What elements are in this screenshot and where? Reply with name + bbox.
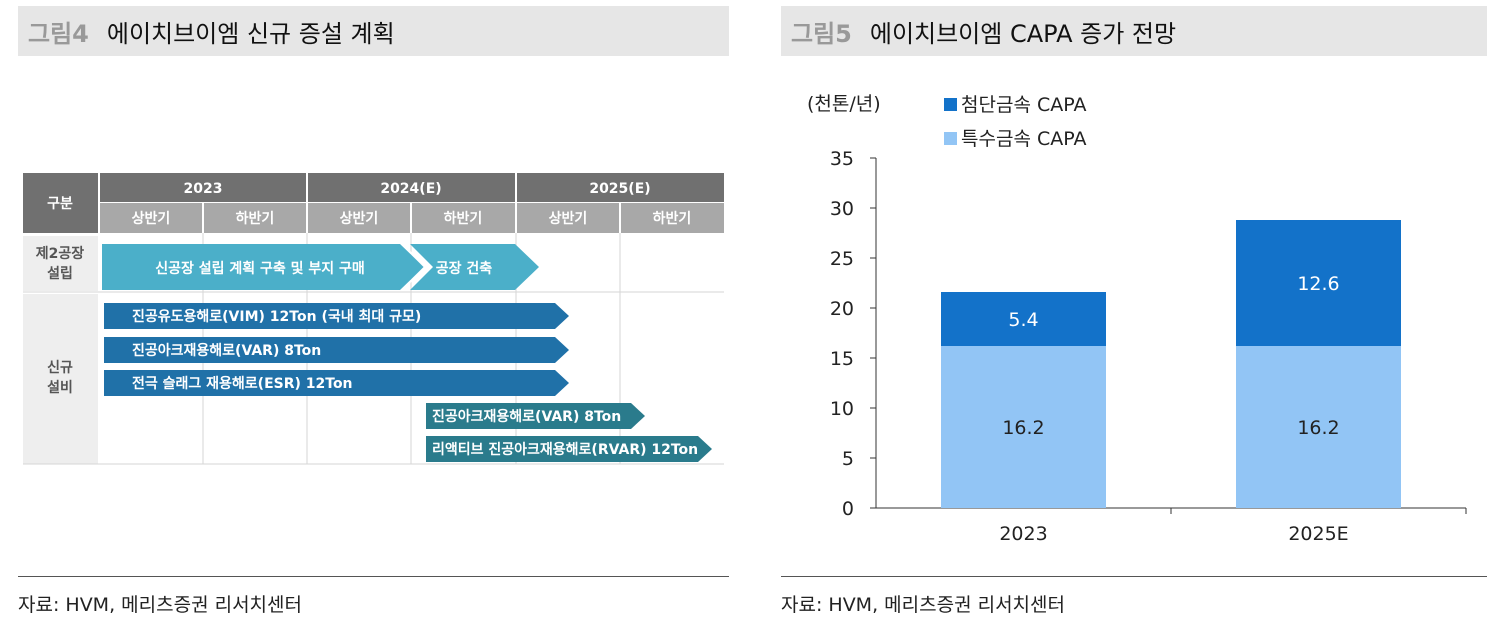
equipment-arrow-var-2025-label: 진공아크재용해로(VAR) 8Ton: [432, 408, 621, 425]
left-figure-label: 그림4: [28, 19, 89, 48]
left-source-rule: [18, 576, 729, 577]
half-2025-h2: 하반기: [653, 210, 692, 227]
equipment-arrow-rvar: [426, 436, 712, 462]
left-title: 에이치브이엠 신규 증설 계획: [106, 19, 395, 48]
category-header: 구분: [47, 196, 73, 212]
year-header-row: [100, 173, 724, 202]
left-title-bar: 그림4 에이치브이엠 신규 증설 계획: [18, 6, 729, 56]
expansion-plan-table: 구분 2023 2024(E) 2025(E) 상반기 하반기 상반기 하반기 …: [23, 173, 724, 465]
year-2023: 2023: [184, 181, 223, 197]
equipment-arrow-var-2024: [104, 337, 569, 363]
right-title-bar: 그림5 에이치브이엠 CAPA 증가 전망: [781, 6, 1487, 56]
legend-label: 첨단금속 CAPA: [961, 94, 1086, 116]
data-label: 16.2: [1297, 417, 1339, 439]
plant-arrow-planning: [102, 244, 424, 290]
category-header-cell: [23, 173, 98, 233]
half-2025-h1: 상반기: [549, 210, 588, 227]
half-2024-h1: 상반기: [340, 210, 379, 227]
bar-segment: [1236, 346, 1401, 508]
data-label: 5.4: [1008, 309, 1038, 331]
y-tick-label: 10: [830, 398, 854, 420]
equipment-row-label: 신규 설비: [47, 360, 73, 396]
legend-swatch: [944, 98, 957, 111]
equipment-arrow-var-2025: [426, 403, 645, 429]
bar-segment: [941, 346, 1106, 508]
plant-arrow-planning-label: 신공장 설립 계획 구축 및 부지 구매: [155, 260, 365, 277]
right-source: 자료: HVM, 메리츠증권 리서치센터: [781, 594, 1065, 616]
equipment-arrow-esr: [104, 370, 569, 396]
year-2025e: 2025(E): [589, 181, 650, 197]
right-source-rule: [781, 576, 1487, 577]
data-label: 12.6: [1297, 273, 1339, 295]
year-2024e: 2024(E): [380, 181, 441, 197]
right-panel: 그림5 에이치브이엠 CAPA 증가 전망 (천톤/년) 첨단금속 CAPA 특수금…: [781, 6, 1487, 621]
x-tick-label: 2023: [999, 523, 1047, 545]
left-source: 자료: HVM, 메리츠증권 리서치센터: [18, 594, 302, 616]
plant-arrow-construction-label: 공장 건축: [436, 260, 493, 277]
y-tick-label: 30: [830, 198, 854, 220]
legend-label: 특수금속 CAPA: [961, 128, 1086, 150]
right-figure-label: 그림5: [791, 19, 852, 48]
y-tick-label: 25: [830, 248, 854, 270]
y-tick-label: 20: [830, 298, 854, 320]
legend-swatch: [944, 132, 957, 145]
bar-segment: [941, 292, 1106, 346]
equipment-row-label-cell: [23, 294, 98, 464]
capa-chart: (천톤/년) 첨단금속 CAPA 특수금속 CAPA 0 5 10 15 20 25 30 35 20…: [807, 93, 1467, 545]
plant-row-label: 제2공장 설립: [36, 245, 85, 282]
equipment-arrow-vim-label: 진공유도용해로(VIM) 12Ton (국내 최대 규모): [132, 308, 421, 325]
data-label: 16.2: [1002, 417, 1044, 439]
equipment-arrow-rvar-label: 리액티브 진공아크재용해로(RVAR) 12Ton: [432, 441, 698, 458]
half-2023-h2: 하반기: [236, 210, 275, 227]
half-2023-h1: 상반기: [132, 210, 171, 227]
equipment-arrow-var-2024-label: 진공아크재용해로(VAR) 8Ton: [132, 342, 321, 359]
bar-segment: [1236, 220, 1401, 346]
plant-row-label-cell: [23, 236, 98, 291]
left-panel: 그림4 에이치브이엠 신규 증설 계획 구분 2023 2024(E) 20: [18, 6, 729, 621]
y-unit-label: (천톤/년): [807, 93, 881, 115]
y-tick-label: 35: [830, 148, 854, 170]
equipment-arrow-esr-label: 전극 슬래그 재용해로(ESR) 12Ton: [132, 375, 353, 392]
plant-arrow-construction: [410, 244, 539, 290]
y-tick-label: 15: [830, 348, 854, 370]
y-tick-label: 5: [842, 448, 854, 470]
equipment-arrow-vim: [104, 303, 569, 329]
half-2024-h2: 하반기: [444, 210, 483, 227]
x-tick-label: 2025E: [1288, 523, 1348, 545]
right-title: 에이치브이엠 CAPA 증가 전망: [869, 19, 1177, 48]
y-tick-label: 0: [842, 498, 854, 520]
